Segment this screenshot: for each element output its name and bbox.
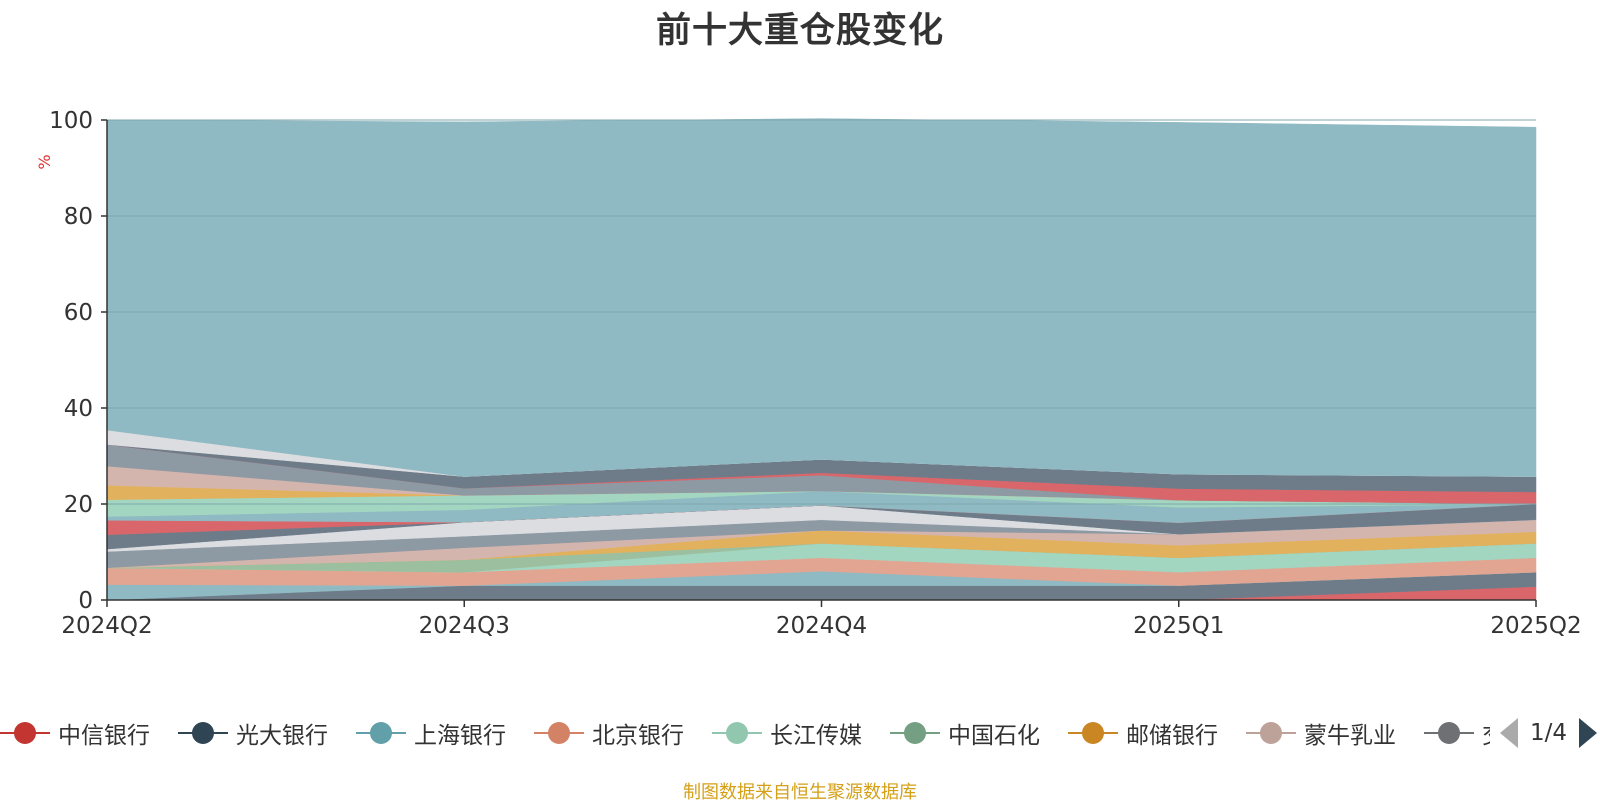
y-tick-label: 60	[64, 300, 93, 326]
legend-item[interactable]: 交	[1424, 716, 1490, 750]
y-tick-label: 0	[78, 588, 93, 614]
legend-marker-icon	[1068, 716, 1118, 750]
legend-label: 中信银行	[58, 723, 150, 749]
legend-marker-icon	[178, 716, 228, 750]
legend-marker-icon	[356, 716, 406, 750]
legend-item[interactable]: 光大银行	[178, 716, 328, 750]
y-tick-label: 20	[64, 492, 93, 518]
axes	[101, 119, 1537, 607]
legend-item[interactable]: 中信银行	[0, 716, 150, 750]
prev-page-icon[interactable]	[1500, 718, 1518, 748]
legend-label: 北京银行	[592, 723, 684, 749]
legend-marker-icon	[890, 716, 940, 750]
x-tick-label: 2024Q3	[419, 613, 510, 639]
legend-label: 光大银行	[236, 723, 328, 749]
x-tick-label: 2025Q2	[1490, 613, 1581, 639]
y-tick-label: 40	[64, 396, 93, 422]
legend-item[interactable]: 蒙牛乳业	[1246, 716, 1396, 750]
legend-item[interactable]: 长江传媒	[712, 716, 862, 750]
legend-marker-icon	[712, 716, 762, 750]
legend-item[interactable]: 上海银行	[356, 716, 506, 750]
legend-label: 邮储银行	[1126, 723, 1218, 749]
y-axis-unit-label: %	[35, 154, 54, 169]
legend-label: 蒙牛乳业	[1304, 723, 1396, 749]
legend-marker-icon	[1246, 716, 1296, 750]
legend-label: 长江传媒	[770, 723, 862, 749]
legend-marker-icon	[0, 716, 50, 750]
y-tick-label: 100	[49, 108, 93, 134]
data-source-note: 制图数据来自恒生聚源数据库	[683, 782, 917, 800]
legend-page-indicator: 1/4	[1530, 720, 1568, 746]
tick-labels: 0 20 40 60 80 100 2024Q2 2024Q3 2024Q4 2025Q1 2025…	[35, 108, 1582, 639]
chart-title: 前十大重仓股变化	[655, 11, 944, 51]
legend-label: 上海银行	[414, 723, 506, 749]
legend-label: 中国石化	[948, 723, 1040, 749]
x-tick-label: 2025Q1	[1133, 613, 1224, 639]
x-tick-label: 2024Q2	[61, 613, 152, 639]
legend-item[interactable]: 邮储银行	[1068, 716, 1218, 750]
legend-marker-icon	[534, 716, 584, 750]
area-series-21	[106, 118, 1537, 477]
legend-item[interactable]: 北京银行	[534, 716, 684, 750]
y-tick-label: 80	[64, 204, 93, 230]
next-page-icon[interactable]	[1579, 718, 1598, 748]
legend-pager: 1/4	[1500, 716, 1600, 750]
legend-item[interactable]: 中国石化	[890, 716, 1040, 750]
legend-marker-icon	[1424, 716, 1474, 750]
legend: 中信银行 光大银行 上海银行 北京银行 长江传媒 中国石化 邮储银行 蒙牛乳业 交	[0, 716, 1490, 750]
legend-label: 交	[1482, 716, 1490, 750]
area-series	[106, 118, 1537, 601]
x-tick-label: 2024Q4	[776, 613, 867, 639]
